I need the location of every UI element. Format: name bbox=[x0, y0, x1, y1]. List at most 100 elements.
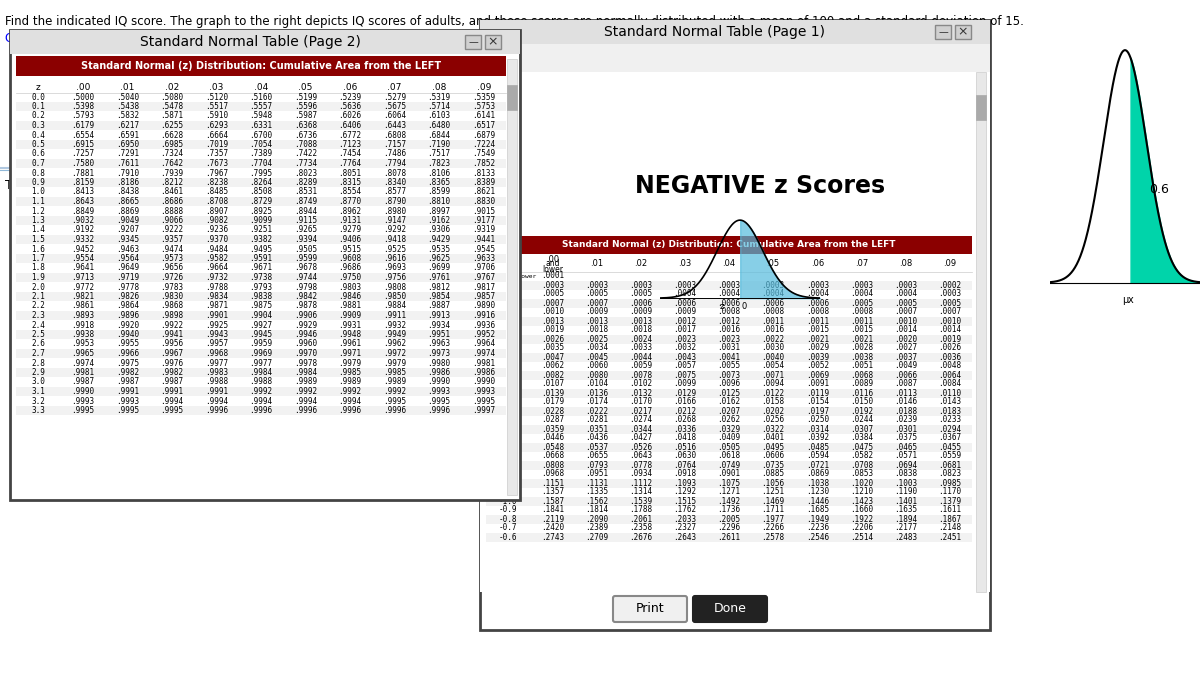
Text: 2.1: 2.1 bbox=[31, 292, 46, 301]
Text: .6664: .6664 bbox=[205, 131, 228, 139]
Text: .9463: .9463 bbox=[116, 245, 139, 254]
Text: .0571: .0571 bbox=[894, 452, 917, 460]
Text: .9406: .9406 bbox=[338, 235, 361, 244]
Text: .0212: .0212 bbox=[673, 407, 696, 415]
Text: .6950: .6950 bbox=[116, 140, 139, 149]
Text: .0392: .0392 bbox=[806, 434, 829, 443]
Text: .9236: .9236 bbox=[205, 226, 228, 235]
Text: .9995: .9995 bbox=[383, 396, 406, 405]
Text: 0.8: 0.8 bbox=[31, 169, 46, 177]
Text: x: x bbox=[1128, 295, 1133, 305]
Text: .2296: .2296 bbox=[718, 524, 740, 532]
Text: .0009: .0009 bbox=[584, 307, 608, 316]
Text: .9940: .9940 bbox=[116, 330, 139, 339]
Text: .0087: .0087 bbox=[894, 379, 917, 388]
Text: .9990: .9990 bbox=[71, 387, 95, 396]
Text: .0059: .0059 bbox=[629, 362, 652, 371]
Text: .04: .04 bbox=[254, 82, 268, 92]
Text: .1867: .1867 bbox=[938, 515, 961, 524]
FancyBboxPatch shape bbox=[485, 35, 502, 49]
Text: .6064: .6064 bbox=[383, 112, 406, 120]
Text: .8485: .8485 bbox=[205, 188, 228, 197]
Text: .1190: .1190 bbox=[894, 488, 917, 496]
Text: .0918: .0918 bbox=[673, 469, 696, 479]
Text: .0039: .0039 bbox=[806, 352, 829, 362]
Text: .7123: .7123 bbox=[338, 140, 361, 149]
Text: .7823: .7823 bbox=[427, 159, 451, 168]
Text: .0764: .0764 bbox=[673, 460, 696, 469]
Text: .8106: .8106 bbox=[427, 169, 451, 177]
Text: .1357: .1357 bbox=[541, 488, 564, 496]
Text: -2.8: -2.8 bbox=[499, 335, 517, 343]
Text: .9279: .9279 bbox=[338, 226, 361, 235]
Text: .6103: .6103 bbox=[427, 112, 451, 120]
Text: .0073: .0073 bbox=[718, 371, 740, 379]
Text: .0951: .0951 bbox=[584, 469, 608, 479]
Text: .9591: .9591 bbox=[250, 254, 272, 263]
Text: .0027: .0027 bbox=[894, 343, 917, 352]
Text: .9370: .9370 bbox=[205, 235, 228, 244]
Text: .6331: .6331 bbox=[250, 121, 272, 130]
Text: .2266: .2266 bbox=[762, 524, 785, 532]
Text: .07: .07 bbox=[388, 82, 402, 92]
Text: .0016: .0016 bbox=[762, 326, 785, 335]
Text: .0003: .0003 bbox=[673, 280, 696, 290]
Text: .7357: .7357 bbox=[205, 150, 228, 158]
Text: .9798: .9798 bbox=[294, 282, 317, 292]
Text: 1.9: 1.9 bbox=[31, 273, 46, 282]
FancyBboxPatch shape bbox=[16, 235, 506, 244]
Text: .9993: .9993 bbox=[472, 387, 496, 396]
Text: .0004: .0004 bbox=[673, 290, 696, 299]
Text: .9896: .9896 bbox=[116, 311, 139, 320]
Text: .7549: .7549 bbox=[472, 150, 496, 158]
Text: .0011: .0011 bbox=[850, 316, 874, 326]
Text: .9977: .9977 bbox=[250, 358, 272, 367]
Text: .9898: .9898 bbox=[161, 311, 184, 320]
Text: .0367: .0367 bbox=[938, 434, 961, 443]
Text: .9969: .9969 bbox=[250, 349, 272, 358]
Text: .0037: .0037 bbox=[894, 352, 917, 362]
Text: 0.4: 0.4 bbox=[31, 131, 46, 139]
Text: .0049: .0049 bbox=[894, 362, 917, 371]
Text: .1170: .1170 bbox=[938, 488, 961, 496]
Text: .0007: .0007 bbox=[584, 299, 608, 307]
Text: .9066: .9066 bbox=[161, 216, 184, 225]
Text: .2358: .2358 bbox=[629, 524, 652, 532]
Text: .9979: .9979 bbox=[338, 358, 361, 367]
Text: .8907: .8907 bbox=[205, 207, 228, 216]
Text: .6141: .6141 bbox=[472, 112, 496, 120]
Text: .0019: .0019 bbox=[938, 335, 961, 343]
Text: -3.4: -3.4 bbox=[499, 280, 517, 290]
Text: .9982: .9982 bbox=[161, 368, 184, 377]
FancyBboxPatch shape bbox=[486, 352, 972, 362]
Text: .8438: .8438 bbox=[116, 188, 139, 197]
Text: .9713: .9713 bbox=[71, 273, 95, 282]
Text: .9207: .9207 bbox=[116, 226, 139, 235]
Text: .0020: .0020 bbox=[894, 335, 917, 343]
Text: .0129: .0129 bbox=[673, 388, 696, 398]
Text: .0075: .0075 bbox=[673, 371, 696, 379]
Text: .05: .05 bbox=[767, 260, 780, 269]
Text: .9952: .9952 bbox=[472, 330, 496, 339]
Text: .9953: .9953 bbox=[71, 339, 95, 348]
Text: 3.3: 3.3 bbox=[31, 406, 46, 415]
Text: .9887: .9887 bbox=[427, 301, 451, 311]
Text: .8997: .8997 bbox=[427, 207, 451, 216]
Text: .9834: .9834 bbox=[205, 292, 228, 301]
Text: .5517: .5517 bbox=[205, 102, 228, 111]
Text: 3.2: 3.2 bbox=[31, 396, 46, 405]
Text: .5948: .5948 bbox=[250, 112, 272, 120]
Text: .0409: .0409 bbox=[718, 434, 740, 443]
Text: .0793: .0793 bbox=[584, 460, 608, 469]
Text: .7190: .7190 bbox=[427, 140, 451, 149]
Text: .9970: .9970 bbox=[294, 349, 317, 358]
Text: Click to view page 1 of the table.: Click to view page 1 of the table. bbox=[5, 32, 200, 45]
Text: .9995: .9995 bbox=[71, 406, 95, 415]
Text: .2061: .2061 bbox=[629, 515, 652, 524]
Text: .8461: .8461 bbox=[161, 188, 184, 197]
Text: .9772: .9772 bbox=[71, 282, 95, 292]
Text: .0008: .0008 bbox=[718, 307, 740, 316]
Text: .7324: .7324 bbox=[161, 150, 184, 158]
Text: .9949: .9949 bbox=[383, 330, 406, 339]
Text: .0934: .0934 bbox=[629, 469, 652, 479]
